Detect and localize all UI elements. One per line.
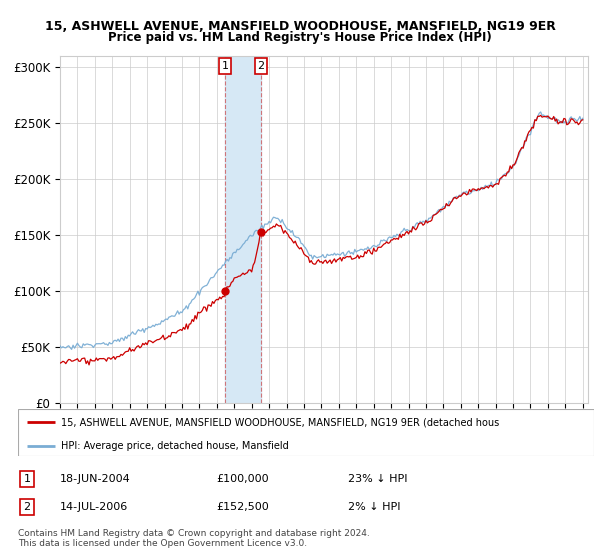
Text: 23% ↓ HPI: 23% ↓ HPI [348,474,407,484]
Text: 14-JUL-2006: 14-JUL-2006 [60,502,128,512]
Text: 18-JUN-2004: 18-JUN-2004 [60,474,131,484]
Text: 2% ↓ HPI: 2% ↓ HPI [348,502,401,512]
Text: 1: 1 [23,474,31,484]
Text: 15, ASHWELL AVENUE, MANSFIELD WOODHOUSE, MANSFIELD, NG19 9ER: 15, ASHWELL AVENUE, MANSFIELD WOODHOUSE,… [44,20,556,32]
Text: 2: 2 [23,502,31,512]
Text: £100,000: £100,000 [216,474,269,484]
Text: 1: 1 [221,61,229,71]
Bar [225,56,261,403]
Text: 15, ASHWELL AVENUE, MANSFIELD WOODHOUSE, MANSFIELD, NG19 9ER (detached hous: 15, ASHWELL AVENUE, MANSFIELD WOODHOUSE,… [61,417,499,427]
Text: £152,500: £152,500 [216,502,269,512]
Text: 2: 2 [257,61,265,71]
Text: HPI: Average price, detached house, Mansfield: HPI: Average price, detached house, Mans… [61,441,289,451]
Text: Price paid vs. HM Land Registry's House Price Index (HPI): Price paid vs. HM Land Registry's House … [108,31,492,44]
Text: Contains HM Land Registry data © Crown copyright and database right 2024.
This d: Contains HM Land Registry data © Crown c… [18,529,370,548]
